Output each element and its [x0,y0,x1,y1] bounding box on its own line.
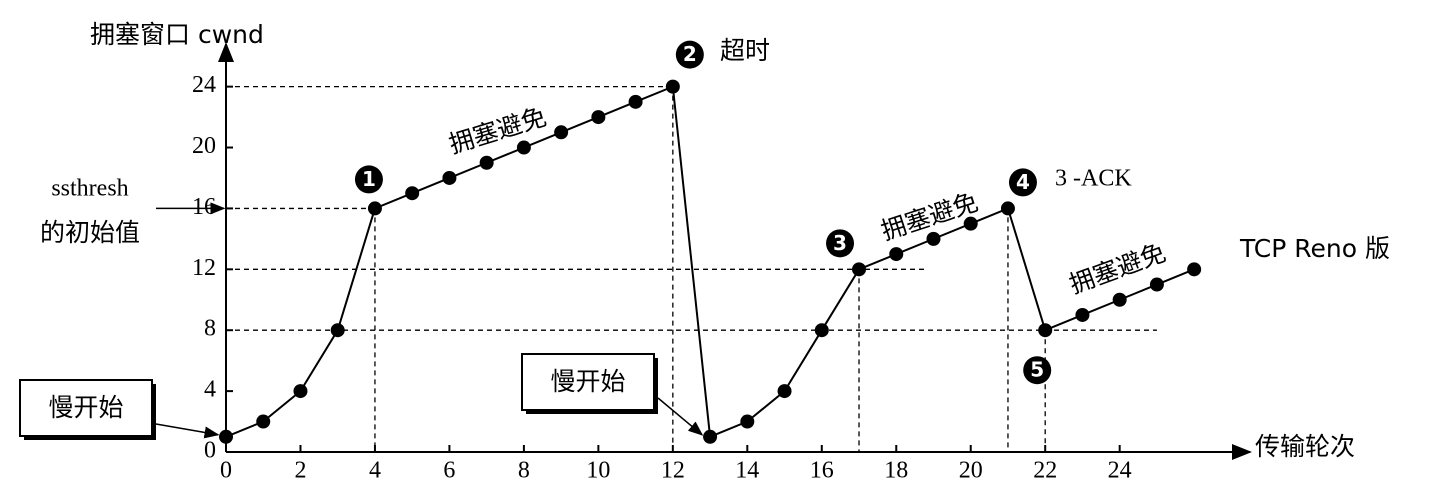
y-tick-label: 8 [204,316,216,342]
label-box [521,353,655,411]
x-tick-label: 18 [884,458,908,484]
x-axis-title: 传输轮次 [1255,432,1355,461]
x-tick-label: 24 [1108,458,1132,484]
data-point [367,201,382,216]
point-marker [354,165,383,194]
data-point [1038,323,1053,338]
marker-note: 超时 [720,36,770,65]
data-point [740,414,755,429]
slow-start-label: 慢开始 [550,367,625,396]
y-axis-title: 拥塞窗口 cwnd [90,20,264,49]
data-point [442,170,457,185]
data-point [703,429,718,444]
data-point [628,94,643,109]
marker-note: 3 -ACK [1055,166,1132,192]
label-box [19,379,153,437]
x-tick-label: 22 [1033,458,1057,484]
data-point [554,125,569,140]
point-marker-number: 5 [1030,358,1044,382]
x-tick-label: 0 [220,458,232,484]
x-tick-label: 6 [443,458,455,484]
y-tick-label: 16 [192,194,216,220]
x-tick-label: 8 [518,458,530,484]
data-point [963,216,978,231]
data-point [1112,292,1127,307]
point-marker [1023,356,1052,385]
data-point [405,186,420,201]
data-point [293,384,308,399]
y-tick-label: 20 [192,133,216,159]
data-point [814,323,829,338]
point-marker-number: 1 [362,167,376,191]
curve-note: TCP Reno 版 [1239,234,1390,263]
label-arrow [657,397,704,436]
data-point [479,155,494,170]
x-tick-label: 10 [586,458,610,484]
x-tick-label: 12 [661,458,685,484]
point-marker-number: 2 [683,42,697,66]
data-point [330,323,345,338]
x-tick-label: 20 [959,458,983,484]
y-tick-label: 4 [204,377,216,403]
x-tick-label: 14 [735,458,759,484]
data-point [665,79,680,94]
label-arrow [155,423,220,439]
data-point [852,262,867,277]
point-marker [826,229,855,258]
data-point [1000,201,1015,216]
point-marker [675,40,704,69]
data-point [219,429,233,444]
x-tick-label: 2 [294,458,306,484]
data-point [256,414,271,429]
ssthresh-label: 的初始值 [40,218,140,247]
y-tick-label: 0 [204,438,216,464]
data-point [516,140,531,155]
data-point [591,110,606,125]
slow-start-label: 慢开始 [48,393,123,422]
data-point [926,231,941,246]
data-point [1075,307,1090,322]
data-point [1187,262,1202,277]
ssthresh-label: ssthresh [51,176,128,202]
y-tick-label: 12 [192,255,216,281]
data-point [889,247,904,262]
y-tick-label: 24 [192,72,216,98]
point-marker-number: 3 [833,231,847,255]
point-marker-number: 4 [1016,170,1030,194]
x-tick-label: 16 [810,458,834,484]
data-point [777,384,792,399]
x-tick-label: 4 [369,458,381,484]
point-marker [1008,168,1037,197]
data-point [1149,277,1164,292]
